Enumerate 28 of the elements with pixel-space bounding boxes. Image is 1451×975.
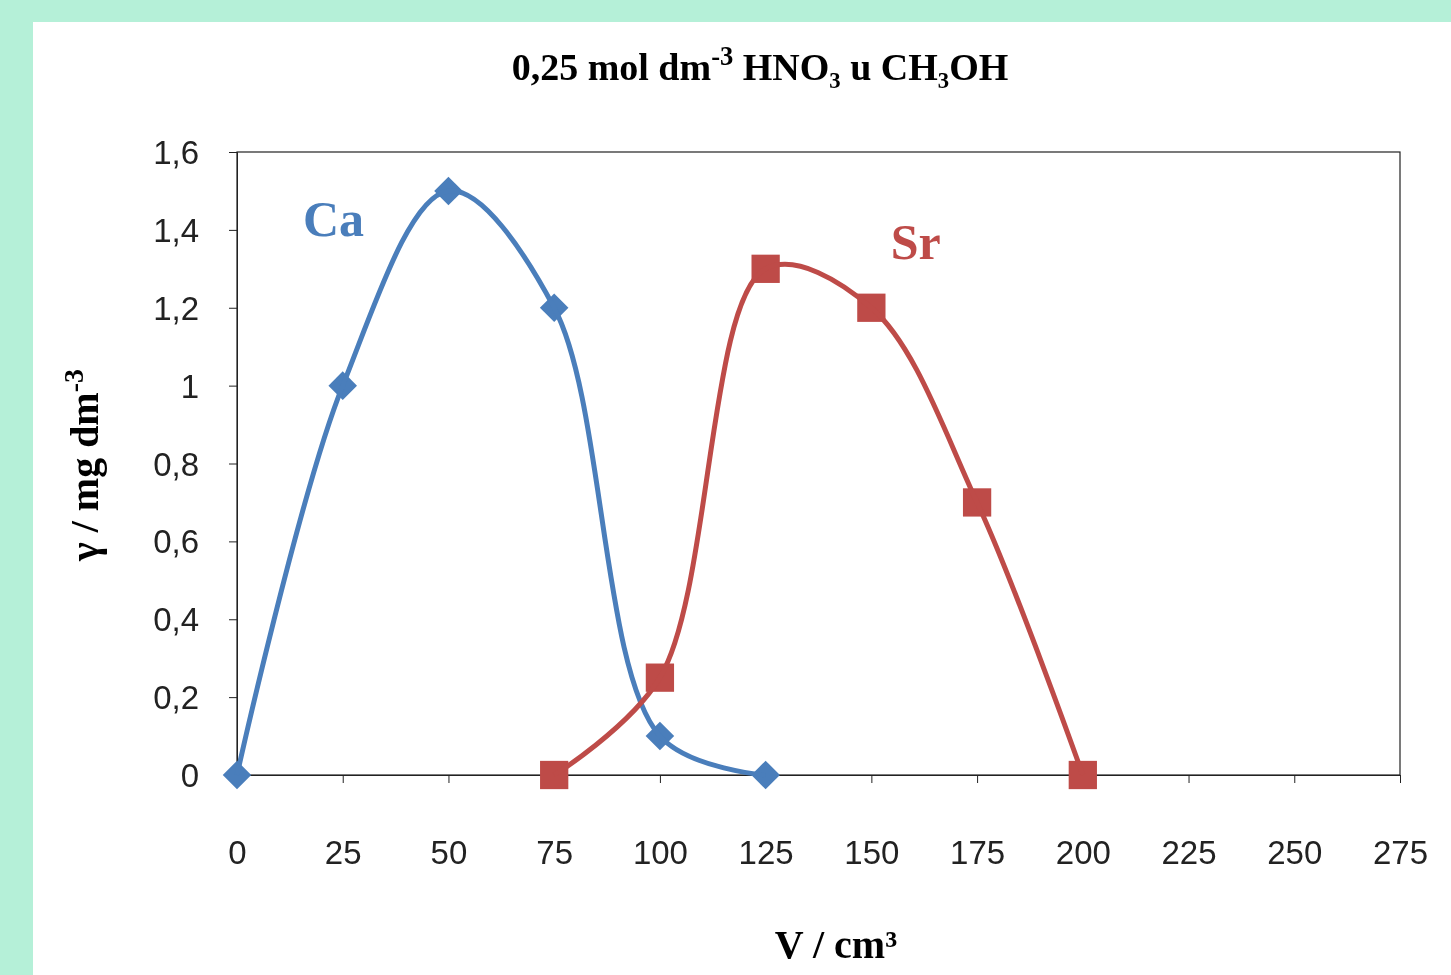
x-tick-label: 275	[1372, 834, 1429, 872]
series-label: Ca	[302, 190, 365, 247]
x-tick-label: 175	[950, 834, 1006, 872]
x-tick-label: 200	[1055, 834, 1111, 872]
y-tick-label: 0,4	[153, 601, 199, 639]
x-tick-label: 150	[844, 834, 900, 872]
x-tick-label: 225	[1161, 834, 1217, 872]
y-tick-label: 0,6	[153, 523, 199, 561]
x-tick-label: 50	[430, 834, 468, 872]
x-axis-title: V / cm³	[774, 922, 898, 967]
y-tick-label: 0,8	[153, 445, 199, 483]
chart-title: 0,25 mol dm$^{-3}$ HNO₃ u CH₃OH	[511, 41, 1009, 88]
x-tick-label: 75	[536, 834, 574, 872]
series-label: Sr	[890, 213, 941, 270]
y-tick-label: 1,4	[153, 211, 199, 249]
y-tick-label: 0,2	[153, 679, 199, 717]
y-tick-label: 1	[180, 367, 199, 405]
point	[1068, 760, 1097, 790]
x-tick-label: 250	[1267, 834, 1323, 872]
x-tick-label: 100	[632, 834, 688, 872]
x-tick-label: 125	[738, 834, 794, 872]
y-tick-label: 1,2	[153, 289, 199, 327]
x-tick-label: 25	[324, 834, 362, 872]
point	[222, 760, 252, 790]
y-tick-label: 1,6	[153, 134, 199, 172]
x-tick-label: 0	[228, 834, 247, 872]
y-tick-label: 0	[180, 757, 199, 795]
point	[540, 760, 569, 790]
